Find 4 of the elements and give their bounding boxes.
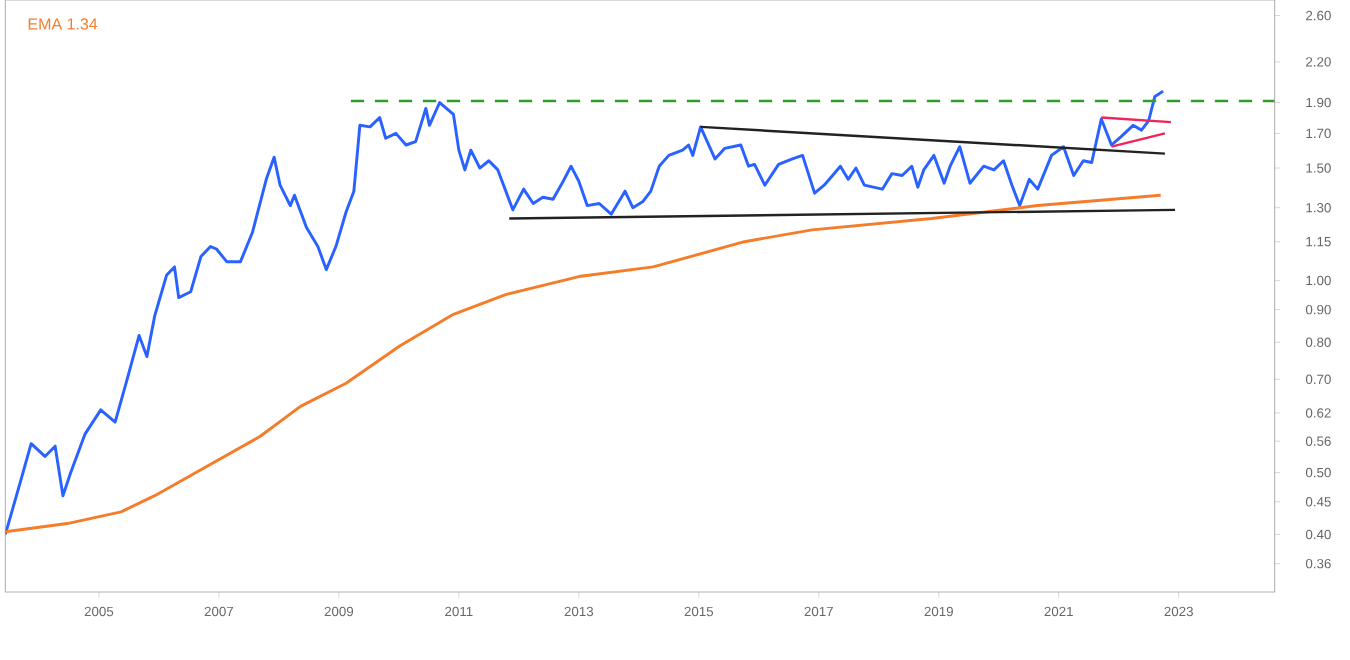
annotation: 1.34 xyxy=(67,18,98,30)
line-series xyxy=(5,89,1165,536)
text: EMA xyxy=(28,18,63,30)
line-series xyxy=(5,193,1163,534)
